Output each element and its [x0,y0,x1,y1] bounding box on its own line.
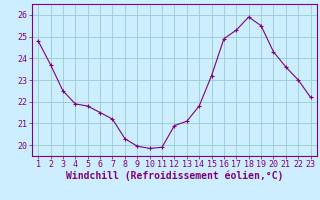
X-axis label: Windchill (Refroidissement éolien,°C): Windchill (Refroidissement éolien,°C) [66,171,283,181]
